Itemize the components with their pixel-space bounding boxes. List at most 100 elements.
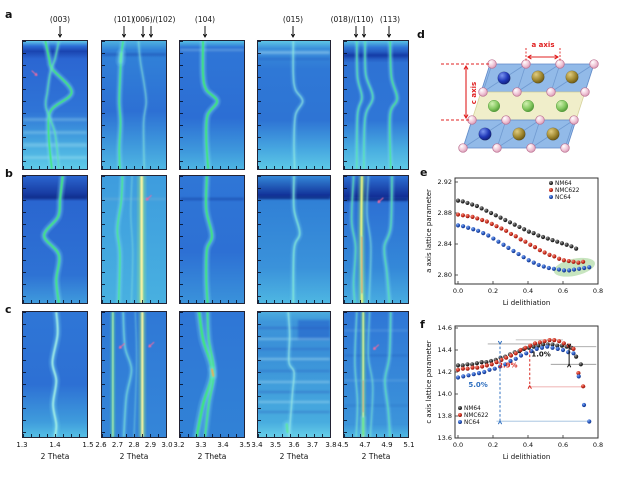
data-point-NC64 (571, 351, 576, 356)
arrowhead-icon (203, 33, 206, 38)
xrd-band (212, 370, 213, 376)
plot-box (454, 325, 599, 439)
reflection-label: (113) (380, 15, 400, 24)
data-point-NM64 (470, 202, 475, 207)
arrowhead-icon (373, 347, 374, 350)
xrd-band (45, 41, 71, 169)
data-point-NMC622 (484, 219, 489, 224)
heatmap-bands (23, 41, 87, 169)
data-point-NM64 (479, 360, 484, 365)
panel-letter-e: e (420, 166, 428, 179)
ni-atom (478, 127, 492, 141)
data-point-NMC622 (455, 212, 461, 217)
o-atom (501, 115, 511, 125)
data-point-NC64 (486, 233, 491, 238)
xrd-heatmap-b-101-006-102 (101, 175, 167, 304)
data-point-NMC622 (532, 245, 538, 250)
x-tick-label: 1.5 (82, 441, 94, 449)
legend-marker-NMC622 (549, 188, 553, 192)
heatmap-bands (180, 176, 244, 303)
xrd-band (134, 312, 137, 437)
x-axis-title: Li delithiation (503, 453, 551, 461)
data-point-NMC622 (494, 360, 499, 365)
data-point-NMC622 (523, 345, 528, 350)
arrowhead-icon (362, 33, 365, 38)
heatmap-bands (344, 312, 408, 437)
xrd-band (117, 176, 122, 303)
data-point-NMC622 (518, 347, 523, 353)
data-point-NM64 (488, 358, 494, 364)
data-point-NMC622 (542, 250, 547, 255)
data-point-NC64 (482, 369, 487, 375)
xrd-band (385, 312, 391, 437)
data-point-NC64 (582, 265, 587, 271)
data-point-NMC622 (489, 221, 494, 226)
tm-atom (546, 127, 560, 141)
x-tick-label: 0.4 (523, 287, 533, 295)
x-tick-label: 0.4 (523, 441, 533, 449)
xrd-band (367, 176, 371, 303)
data-point-NC64 (511, 248, 516, 254)
data-point-NM64 (555, 239, 560, 244)
xrd-band (134, 312, 137, 437)
xrd-band (288, 312, 294, 437)
data-point-NM64 (503, 217, 508, 223)
scatter-panel-e: 2.92 2.88 2.84 2.800.0 0.2 0.4 0.6 0.8 a axis la… (425, 177, 603, 307)
data-point-NMC622 (475, 365, 480, 370)
x-axis-title: 2 Theta (119, 452, 149, 461)
data-point-NM64 (470, 362, 475, 367)
reflection-label: (015) (283, 15, 303, 24)
x-axis-ticks (344, 300, 408, 303)
y-axis-ticks (180, 312, 183, 437)
reflection-label: (006)/(102) (133, 15, 176, 24)
o-atom (560, 143, 570, 153)
legend-label-NMC622: NMC622 (555, 188, 580, 194)
x-tick-label: 0.8 (593, 287, 603, 295)
xrd-band (205, 312, 214, 437)
data-point-NMC622 (508, 353, 514, 358)
x-axis-ticks (180, 300, 244, 303)
y-axis-ticks (258, 312, 261, 437)
xrd-heatmap-a-104 (179, 40, 245, 170)
data-point-NMC622 (504, 355, 509, 360)
arrowhead-icon (498, 340, 501, 345)
arrowhead-icon (119, 346, 120, 349)
y-axis-ticks (344, 312, 347, 437)
data-point-NMC622 (460, 213, 465, 218)
data-point-NM64 (460, 199, 465, 204)
peak-arrow-icon (373, 345, 378, 350)
data-point-NM64 (507, 220, 513, 225)
arrowhead-icon (149, 33, 152, 38)
ni-atom (497, 71, 511, 85)
data-point-NM64 (455, 198, 461, 203)
data-point-NM64 (569, 244, 574, 249)
data-point-NMC622 (455, 367, 461, 372)
o-atom (569, 115, 579, 125)
y-tick-label: 13.8 (438, 412, 452, 420)
data-point-NM64 (574, 246, 579, 251)
data-point-NM64 (512, 222, 517, 227)
y-tick-label: 13.6 (438, 434, 452, 442)
x-axis-ticks (180, 166, 244, 169)
xrd-heatmap-c-104 (179, 311, 245, 438)
xrd-heatmap-b-003 (22, 175, 88, 304)
data-point-NMC622 (484, 363, 489, 368)
data-point-NM64 (545, 236, 550, 241)
xrd-band (287, 425, 288, 433)
xrd-band (131, 176, 133, 303)
o-atom (521, 59, 531, 69)
y-tick-label: 2.84 (438, 240, 452, 248)
reflection-label: (018)/(110) (331, 15, 374, 24)
y-axis-ticks (102, 176, 105, 303)
data-point-NC64 (496, 239, 501, 244)
data-point-NM64 (550, 342, 555, 347)
reflection-label: (003) (50, 15, 70, 24)
data-point-NC64 (534, 346, 539, 351)
reflection-labels: (003) (101)(006)/(102) (104) (015) (018)/(11… (50, 15, 400, 38)
data-point-NC64 (524, 351, 529, 356)
data-point-NMC622 (571, 259, 576, 264)
x-tick-label: 2.7 (111, 441, 124, 449)
data-point-NM64 (488, 210, 494, 216)
x-axis-title: 2 Theta (197, 452, 227, 461)
x-axis-ticks (258, 434, 330, 437)
